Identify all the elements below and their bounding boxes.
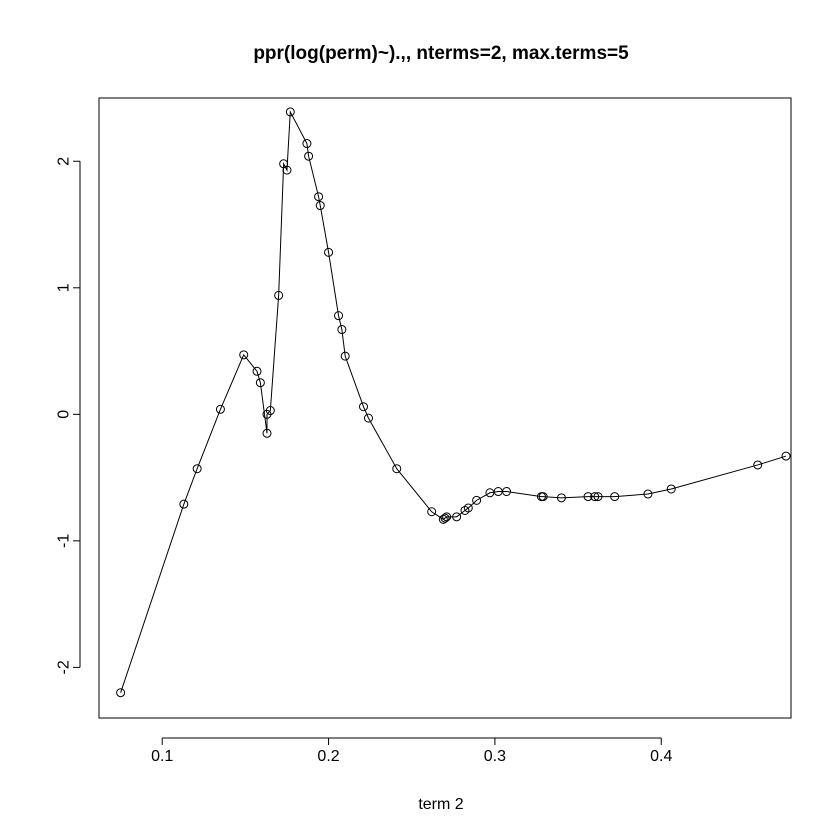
data-point [340,351,350,361]
data-point [363,413,373,423]
data-point [452,512,462,522]
data-point [285,107,295,117]
data-point [538,492,548,502]
chart-title: ppr(log(perm)~).,, nterms=2, max.terms=5 [253,43,629,64]
data-point [392,464,402,474]
data-point [590,492,600,502]
y-axis: -2 -1 0 1 2 [56,157,81,675]
x-tick-label: 0.2 [317,748,339,765]
data-point [472,495,482,505]
data-point [666,484,676,494]
x-tick-label: 0.4 [650,748,672,765]
data-point [192,464,202,474]
data-point [179,499,189,509]
data-point [239,350,249,360]
data-point [215,404,225,414]
data-point [282,165,292,175]
y-tick-label: -1 [56,534,73,548]
data-point [442,512,452,522]
data-point [463,503,473,513]
data-point [302,139,312,149]
x-axis-label: term 2 [418,796,463,813]
x-tick-label: 0.1 [151,748,173,765]
x-axis: 0.1 0.2 0.3 0.4 [151,737,672,765]
data-point [116,688,126,698]
data-point [358,402,368,412]
data-point [262,428,272,438]
series-line [120,110,787,693]
data-point [314,192,324,202]
y-tick-label: 0 [56,410,73,419]
data-point [440,513,450,523]
y-tick-label: 1 [56,283,73,292]
plot-frame [98,97,792,719]
data-point [265,406,275,416]
data-point [583,492,593,502]
data-point [334,311,344,321]
data-point [753,460,763,470]
data-point [255,378,265,388]
data-point [274,290,284,300]
y-tick-label: -2 [56,660,73,674]
data-point [593,492,603,502]
series-layer [116,107,791,698]
data-point [427,507,437,517]
data-point [252,366,262,376]
data-point [781,451,791,461]
y-tick-label: 2 [56,157,73,166]
data-point [610,492,620,502]
data-point [337,325,347,335]
x-tick-label: 0.3 [484,748,506,765]
data-point [315,201,325,211]
data-point [643,489,653,499]
data-point [324,247,334,257]
data-point [502,487,512,497]
data-point [556,493,566,503]
data-point [304,151,314,161]
